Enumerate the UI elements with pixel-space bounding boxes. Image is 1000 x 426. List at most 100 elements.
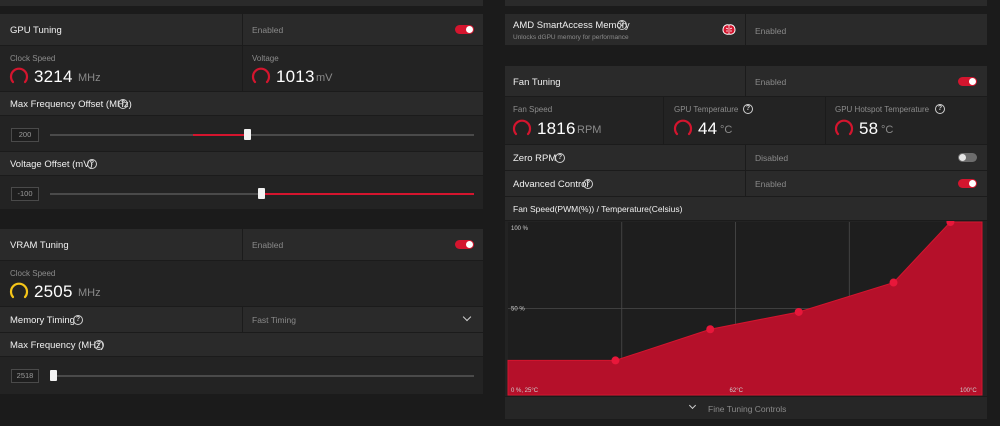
vram-max-freq-label: Max Frequency (MHz) — [10, 340, 104, 351]
gpu-metrics-row: Clock Speed 3214 MHz Voltage 1013 mV — [0, 46, 483, 92]
smart-access-title: AMD SmartAccess Memory — [513, 20, 630, 31]
memory-timing-chevron-down-icon[interactable] — [462, 312, 472, 322]
gpu-temp-label: GPU Temperature — [674, 105, 739, 114]
advanced-control-info-icon[interactable]: ? — [583, 179, 593, 189]
smart-access-row: AMD SmartAccess Memory ? Unlocks dGPU me… — [505, 14, 987, 46]
fine-tuning-chevron-down-icon[interactable] — [688, 401, 697, 410]
memory-timing-info-icon[interactable]: ? — [73, 315, 83, 325]
gpu-tuning-status: Enabled — [252, 25, 284, 35]
advanced-control-row: Advanced Control ? Enabled — [505, 171, 987, 197]
gpu-temp-unit: °C — [720, 124, 733, 136]
gpu-clock-gauge-icon — [9, 67, 29, 84]
chart-point[interactable] — [889, 278, 898, 287]
max-freq-offset-info-icon[interactable]: ? — [118, 99, 128, 109]
fan-speed-gauge-icon — [512, 119, 532, 136]
chart-x-label-mid: 62°C — [730, 388, 744, 394]
hotspot-temp-info-icon[interactable]: ? — [935, 104, 945, 114]
gpu-voltage-unit: mV — [316, 72, 333, 84]
chart-point[interactable] — [794, 307, 803, 316]
vram-tuning-title: VRAM Tuning — [10, 240, 69, 251]
vram-tuning-panel: VRAM Tuning Enabled Clock Speed 2505 MHz… — [0, 229, 483, 395]
vram-max-freq-track[interactable] — [50, 375, 474, 377]
vram-max-freq-row: Max Frequency (MHz) ? — [0, 333, 483, 357]
gpu-voltage-value: 1013 — [276, 67, 315, 86]
top-strip-left — [0, 0, 483, 6]
smart-access-status: Enabled — [755, 26, 787, 36]
max-freq-offset-fill — [193, 134, 248, 136]
vram-clock-unit: MHz — [78, 287, 101, 299]
max-freq-offset-thumb[interactable] — [244, 129, 251, 140]
advanced-control-toggle[interactable] — [958, 179, 977, 188]
voltage-offset-thumb[interactable] — [258, 188, 265, 199]
fan-tuning-title: Fan Tuning — [513, 77, 561, 88]
chart-y-label-top: 100 % — [511, 226, 529, 232]
advanced-control-status: Enabled — [755, 179, 787, 189]
chart-point[interactable] — [611, 356, 620, 365]
vram-metrics-row: Clock Speed 2505 MHz — [0, 261, 483, 307]
top-strip-right — [505, 0, 987, 6]
zero-rpm-label: Zero RPM — [513, 153, 557, 164]
max-freq-offset-row: Max Frequency Offset (MHz) ? — [0, 92, 483, 116]
fan-curve-chart-area: 100 % 50 % 0 %, 25°C 62°C 100°C — [505, 221, 987, 397]
vram-max-freq-slider-row: 2518 — [0, 357, 483, 395]
fan-tuning-panel: Fan Tuning Enabled Fan Speed 1816 RPM GP… — [505, 66, 987, 420]
max-freq-offset-input[interactable]: 200 — [11, 128, 39, 142]
voltage-offset-slider-row: -100 — [0, 176, 483, 210]
fan-metrics-row: Fan Speed 1816 RPM GPU Temperature ? 44 … — [505, 97, 987, 145]
gpu-temp-value: 44 — [698, 119, 718, 138]
fine-tuning-label[interactable]: Fine Tuning Controls — [708, 404, 787, 414]
gpu-clock-unit: MHz — [78, 72, 101, 84]
gpu-voltage-label: Voltage — [252, 54, 279, 63]
fan-speed-unit: RPM — [577, 124, 602, 136]
zero-rpm-toggle[interactable] — [958, 153, 977, 162]
hotspot-temp-label: GPU Hotspot Temperature — [835, 105, 930, 114]
max-freq-offset-label: Max Frequency Offset (MHz) — [10, 99, 132, 110]
gpu-voltage-gauge-icon — [251, 67, 271, 84]
voltage-offset-fill — [262, 193, 474, 195]
chart-point[interactable] — [946, 221, 955, 226]
advanced-control-label: Advanced Control — [513, 179, 589, 190]
vram-max-freq-input[interactable]: 2518 — [11, 369, 39, 383]
memory-timing-label: Memory Timing — [10, 315, 75, 326]
fan-tuning-toggle[interactable] — [958, 77, 977, 86]
vram-clock-label: Clock Speed — [10, 269, 56, 278]
voltage-offset-info-icon[interactable]: ? — [87, 159, 97, 169]
fan-curve-title-row: Fan Speed(PWM(%)) / Temperature(Celsius) — [505, 197, 987, 221]
fan-curve-chart[interactable]: 100 % 50 % 0 %, 25°C 62°C 100°C — [505, 221, 987, 397]
chart-x-label-max: 100°C — [960, 388, 977, 394]
fan-tuning-header: Fan Tuning Enabled — [505, 66, 987, 97]
smart-access-brain-icon — [722, 24, 736, 35]
gpu-temp-gauge-icon — [673, 119, 693, 136]
fine-tuning-row[interactable]: Fine Tuning Controls — [505, 397, 987, 420]
vram-tuning-header: VRAM Tuning Enabled — [0, 229, 483, 261]
chart-point[interactable] — [706, 325, 715, 334]
max-freq-offset-track[interactable] — [50, 134, 474, 136]
vram-clock-gauge-icon — [9, 282, 29, 299]
chart-y-label-mid: 50 % — [511, 307, 525, 313]
chart-area-series — [507, 221, 983, 396]
zero-rpm-info-icon[interactable]: ? — [555, 153, 565, 163]
gpu-tuning-header: GPU Tuning Enabled — [0, 14, 483, 46]
gpu-tuning-toggle[interactable] — [455, 25, 474, 34]
gpu-temp-info-icon[interactable]: ? — [743, 104, 753, 114]
fan-speed-value: 1816 — [537, 119, 576, 138]
fan-speed-label: Fan Speed — [513, 105, 553, 114]
smart-access-subtitle: Unlocks dGPU memory for performance — [513, 34, 629, 41]
voltage-offset-label: Voltage Offset (mV) — [10, 159, 93, 170]
vram-tuning-toggle[interactable] — [455, 240, 474, 249]
voltage-offset-input[interactable]: -100 — [11, 187, 39, 201]
hotspot-temp-unit: °C — [881, 124, 894, 136]
chart-origin-label: 0 %, 25°C — [511, 388, 539, 394]
memory-timing-value[interactable]: Fast Timing — [252, 315, 296, 325]
gpu-clock-label: Clock Speed — [10, 54, 56, 63]
hotspot-temp-value: 58 — [859, 119, 879, 138]
zero-rpm-status: Disabled — [755, 153, 789, 163]
vram-max-freq-info-icon[interactable]: ? — [94, 340, 104, 350]
fan-tuning-status: Enabled — [755, 77, 787, 87]
zero-rpm-row: Zero RPM ? Disabled — [505, 145, 987, 171]
smart-access-info-icon[interactable]: ? — [617, 20, 627, 30]
voltage-offset-row: Voltage Offset (mV) ? — [0, 152, 483, 176]
smart-access-panel: AMD SmartAccess Memory ? Unlocks dGPU me… — [505, 14, 987, 46]
memory-timing-row[interactable]: Memory Timing ? Fast Timing — [0, 307, 483, 333]
vram-max-freq-thumb[interactable] — [50, 370, 57, 381]
